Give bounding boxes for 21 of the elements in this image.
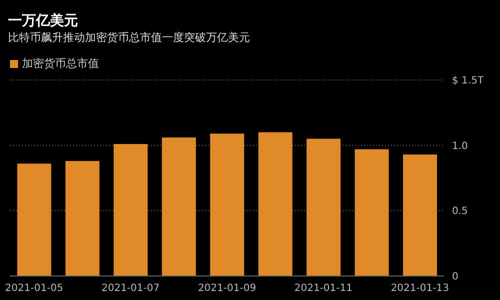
- x-tick-label: 2021-01-11: [294, 283, 353, 294]
- bar: [306, 138, 341, 276]
- legend-label: 加密货币总市值: [22, 57, 99, 70]
- y-tick-label: 1.0: [452, 140, 468, 152]
- x-tick-label: 2021-01-07: [101, 283, 160, 294]
- bar: [65, 161, 100, 276]
- x-tick-label: 2021-01-05: [5, 283, 64, 294]
- chart-subtitle: 比特币飙升推动加密货币总市值一度突破万亿美元: [8, 30, 250, 45]
- chart-title: 一万亿美元: [8, 12, 78, 30]
- x-tick-label: 2021-01-13: [390, 283, 449, 294]
- y-tick-label: 0: [452, 272, 458, 283]
- y-tick-label: 0.5: [452, 206, 468, 218]
- bar: [17, 164, 52, 276]
- bar: [210, 134, 244, 276]
- x-tick-label: 2021-01-09: [198, 283, 256, 294]
- bar: [403, 154, 438, 276]
- bar: [354, 149, 389, 276]
- y-tick-label: $ 1.5T: [452, 76, 484, 87]
- bar: [162, 137, 196, 276]
- bar: [258, 132, 292, 276]
- bar: [114, 144, 148, 276]
